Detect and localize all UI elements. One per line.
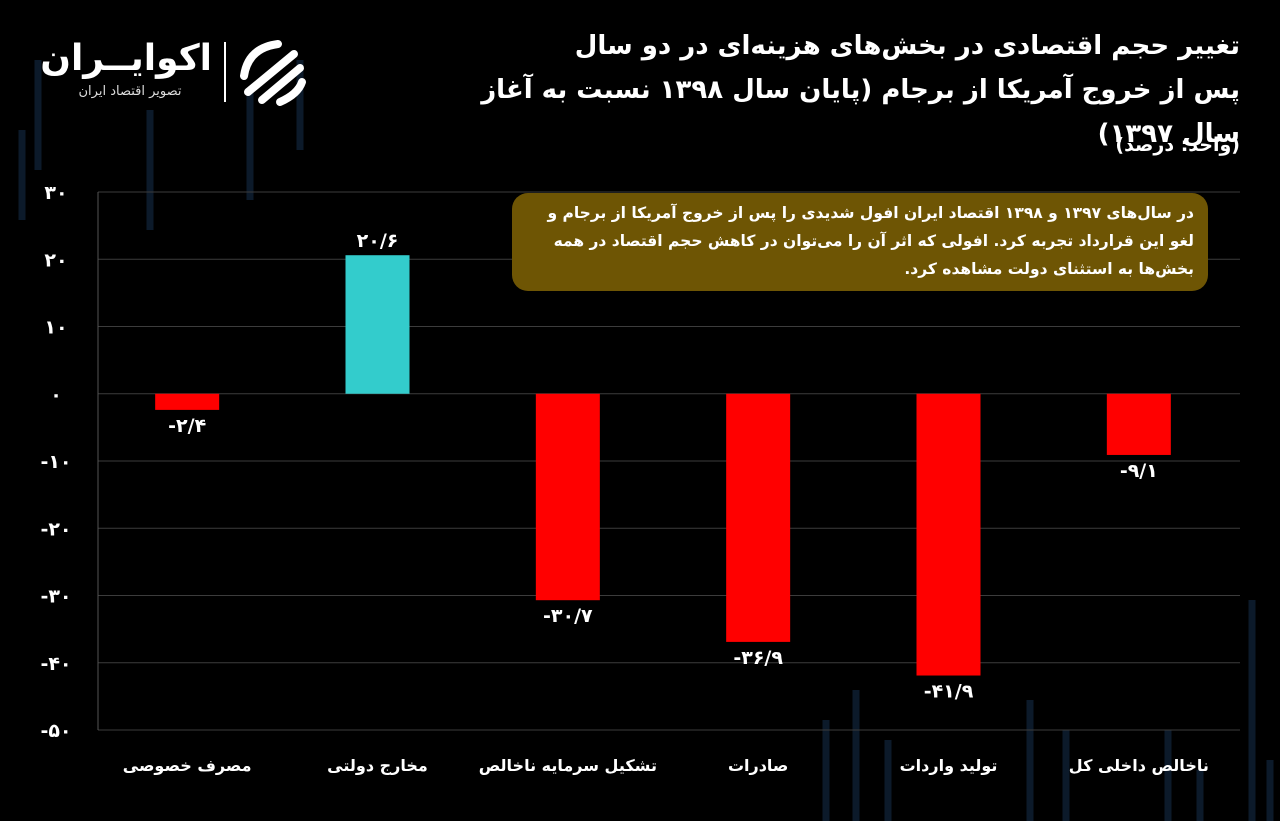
x-tick-label: صادرات — [728, 756, 788, 775]
brand-logo: اکوایــران تصویر اقتصاد ایران — [40, 36, 318, 108]
annotation-box: در سال‌های ۱۳۹۷ و ۱۳۹۸ اقتصاد ایران افول… — [512, 193, 1208, 291]
bar — [345, 255, 410, 394]
bar — [1106, 393, 1171, 455]
y-tick-label: -۴۰ — [40, 653, 71, 675]
y-tick-label: -۱۰ — [40, 451, 71, 473]
data-label: -۴۱/۹ — [924, 681, 974, 703]
bar — [726, 393, 791, 642]
y-tick-label: ۳۰ — [44, 182, 67, 204]
data-label: -۳۶/۹ — [733, 647, 783, 669]
y-tick-label: -۳۰ — [40, 586, 71, 608]
y-tick-label: ۱۰ — [44, 317, 67, 339]
ecoiran-logo-icon — [240, 40, 306, 106]
bar — [535, 393, 600, 601]
x-tick-label: مخارج دولتی — [327, 756, 428, 775]
x-tick-label: تولید واردات — [900, 756, 998, 775]
x-tick-label: ناخالص داخلی کل — [1069, 756, 1209, 775]
brand-tagline: تصویر اقتصاد ایران — [78, 84, 182, 99]
data-label: -۳۰/۷ — [543, 605, 593, 627]
brand-text: اکوایــران تصویر اقتصاد ایران — [40, 36, 212, 102]
bar — [155, 393, 220, 410]
bar — [916, 393, 981, 676]
x-tick-label: مصرف خصوصی — [123, 756, 252, 775]
unit-label: (واحد: درصد) — [1115, 134, 1240, 156]
y-tick-label: -۲۰ — [40, 518, 71, 540]
data-label: ۲۰/۶ — [357, 230, 399, 252]
chart-title-line2: پس از خروج آمریکا از برجام (پایان سال ۱۳… — [481, 75, 1240, 149]
y-tick-label: ۲۰ — [44, 249, 67, 271]
brand-divider — [224, 42, 226, 102]
y-tick-label: -۵۰ — [40, 720, 71, 742]
x-tick-label: تشکیل سرمایه ناخالص — [479, 756, 657, 775]
y-tick-label: ۰ — [50, 384, 62, 406]
brand-name: اکوایــران — [40, 38, 212, 79]
data-label: -۲/۴ — [168, 415, 206, 437]
data-label: -۹/۱ — [1120, 460, 1158, 482]
chart-title: تغییر حجم اقتصادی در بخش‌های هزینه‌ای در… — [480, 24, 1240, 156]
chart-title-line1: تغییر حجم اقتصادی در بخش‌های هزینه‌ای در… — [574, 31, 1240, 61]
